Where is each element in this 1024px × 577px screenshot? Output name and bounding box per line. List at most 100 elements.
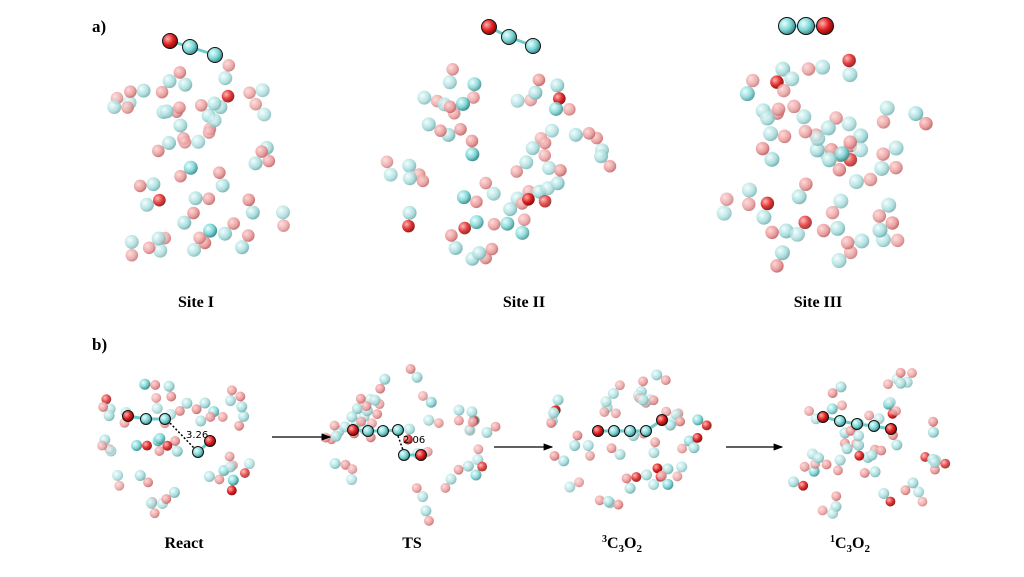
co-molecule: [133, 177, 161, 193]
carbon-atom: [369, 394, 381, 406]
oxygen-atom: [121, 101, 134, 114]
oxygen-atom: [652, 463, 663, 474]
oxygen-atom: [174, 169, 187, 183]
co-molecule: [812, 452, 832, 470]
carbon-atom: [568, 127, 583, 142]
carbon-atom: [550, 78, 565, 93]
oxygen-atom: [817, 411, 829, 423]
oxygen-atom: [133, 179, 147, 193]
oxygen-atom: [745, 73, 760, 88]
carbon-atom: [187, 242, 202, 257]
oxygen-atom: [241, 229, 255, 242]
oxygen-atom: [153, 193, 166, 207]
co-molecule: [131, 440, 152, 452]
carbon-atom: [797, 17, 815, 35]
co-molecule: [275, 205, 290, 232]
carbon-atom: [151, 402, 163, 414]
oxygen-atom: [173, 101, 186, 114]
carbon-atom: [815, 59, 831, 75]
carbon-atom: [501, 29, 517, 45]
oxygen-atom: [453, 464, 464, 475]
co-molecule: [756, 196, 775, 225]
oxygen-atom: [440, 482, 451, 493]
oxygen-atom: [226, 385, 237, 396]
oxygen-atom: [97, 440, 108, 451]
oxygen-atom: [777, 129, 792, 144]
oxygen-atom: [832, 162, 847, 177]
oxygen-atom: [631, 472, 642, 482]
carbon-atom: [235, 240, 250, 255]
carbon-atom: [398, 449, 410, 461]
oxygen-atom: [161, 494, 172, 504]
carbon-atom: [472, 246, 487, 261]
carbon-atom: [878, 488, 890, 500]
carbon-atom: [789, 226, 805, 242]
co-molecule: [453, 404, 465, 426]
co-molecule: [224, 451, 236, 473]
co-molecule: [470, 461, 488, 481]
co-molecule: [467, 77, 482, 104]
oxygen-atom: [821, 459, 832, 470]
co-molecule: [538, 149, 557, 176]
oxygen-atom: [614, 380, 625, 391]
carbon-atom: [866, 449, 878, 461]
co-molecule: [827, 381, 847, 399]
co-molecule: [441, 123, 467, 142]
carbon-atom: [207, 47, 223, 63]
oxygen-atom: [776, 83, 791, 98]
oxygen-atom: [162, 33, 178, 49]
carbon-atom: [456, 190, 471, 205]
carbon-atom: [402, 205, 417, 220]
co-molecule: [607, 380, 625, 399]
carbon-atom: [809, 142, 825, 158]
oxygen-atom: [204, 435, 216, 447]
oxygen-atom: [151, 392, 162, 403]
triplet-c3o2: [592, 414, 668, 437]
co-molecule: [664, 416, 686, 431]
co-molecule: [139, 193, 166, 212]
oxygen-atom: [606, 443, 617, 454]
co-molecule: [594, 149, 617, 173]
oxygen-atom: [194, 99, 208, 112]
co-molecule: [549, 450, 570, 467]
co-molecule: [187, 231, 206, 257]
carbon-atom: [853, 128, 869, 144]
oxygen-atom: [255, 145, 268, 158]
co-molecule: [787, 476, 809, 491]
carbon-atom: [177, 215, 192, 230]
oxygen-atom: [692, 432, 703, 443]
carbon-atom: [528, 85, 543, 100]
oxygen-atom: [114, 480, 125, 491]
carbon-atom: [171, 445, 183, 457]
oxygen-atom: [549, 450, 560, 461]
oxygen-atom: [205, 411, 216, 422]
oxygen-atom: [214, 474, 225, 485]
carbon-atom: [891, 439, 903, 451]
carbon-atom: [383, 167, 398, 182]
co-molecule: [159, 101, 186, 119]
oxygen-atom: [242, 193, 256, 207]
carbon-atom: [848, 174, 864, 190]
carbon-atom: [834, 454, 846, 466]
carbon-atom: [248, 156, 263, 171]
oxygen-atom: [863, 172, 878, 187]
oxygen-atom: [433, 418, 444, 428]
oxygen-atom: [415, 449, 427, 461]
co-molecule: [789, 215, 812, 242]
carbon-atom: [330, 430, 342, 442]
adsorbate-molecules: [122, 17, 897, 461]
oxygen-atom: [859, 467, 870, 478]
carbon-atom: [820, 120, 836, 136]
carbon-atom: [442, 75, 457, 90]
ts-co: [398, 449, 427, 461]
carbon-atom: [774, 245, 790, 261]
carbon-atom: [739, 86, 755, 102]
carbon-atom: [124, 234, 139, 249]
oxygen-atom: [434, 124, 447, 138]
carbon-atom: [558, 455, 570, 467]
carbon-atom: [812, 452, 824, 464]
co-molecule: [763, 126, 792, 144]
carbon-atom: [192, 446, 204, 458]
oxygen-atom: [149, 508, 160, 519]
oxygen-atom: [445, 229, 458, 242]
